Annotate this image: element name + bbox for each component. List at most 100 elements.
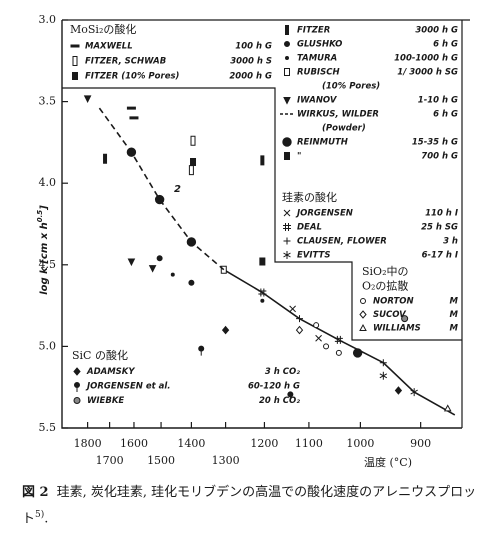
data-point <box>126 106 136 110</box>
legend-name: JORGENSEN <box>295 209 353 219</box>
series-line <box>98 107 225 271</box>
caption-text: 珪素, 炭化珪素, 珪化モリブデンの高温での酸化速度のアレニウスプロット <box>22 485 477 527</box>
data-point <box>188 279 195 286</box>
legend-marker <box>283 41 291 47</box>
legend-name: FITZER <box>297 26 330 36</box>
data-point <box>221 325 230 335</box>
legend-title: O₂の拡散 <box>362 279 408 293</box>
data-point <box>313 322 320 329</box>
legend-marker <box>283 223 291 231</box>
data-point <box>186 237 197 247</box>
legend-conditions: 3000 h S <box>230 57 272 67</box>
y-tick-label: 5.0 <box>39 339 57 352</box>
legend-marker <box>283 97 291 105</box>
y-axis-label: log k [cm x h0.5] <box>36 205 50 295</box>
legend-conditions: 25 h SG <box>421 223 458 233</box>
x-tick-label: 1200 <box>250 437 278 450</box>
y-label-sup: 0.5 <box>36 210 44 223</box>
legend-conditions: 100 h G <box>235 42 272 52</box>
data-point <box>315 334 322 342</box>
legend-marker <box>285 25 289 35</box>
legend-conditions: 6 h G <box>433 110 458 120</box>
legend-conditions: M <box>450 310 459 320</box>
legend-title: SiC の酸化 <box>72 348 128 362</box>
caption-ref: 5) <box>35 510 45 520</box>
legend-title: MoSi₂の酸化 <box>70 22 136 36</box>
y-tick-label: 4.5 <box>39 258 57 271</box>
legend-conditions: M <box>450 297 459 307</box>
legend-marker <box>359 310 367 319</box>
legend-marker <box>282 137 292 147</box>
legend-marker <box>359 298 367 304</box>
data-point <box>394 386 403 395</box>
data-point <box>295 325 304 335</box>
legend-conditions: 60-120 h G <box>248 382 300 392</box>
legend-name: DEAL <box>297 223 322 233</box>
x-axis-label: 温度 (°C) <box>364 455 412 469</box>
caption-end: . <box>44 511 49 527</box>
legend-name: " <box>297 152 301 162</box>
data-point <box>289 305 296 313</box>
data-point <box>83 95 92 103</box>
data-point <box>129 116 139 120</box>
data-point <box>126 147 137 157</box>
legend-marker <box>283 237 291 245</box>
legend-name: MAXWELL <box>85 42 133 52</box>
x-tick-label: 1000 <box>346 437 374 450</box>
data-point <box>148 265 157 273</box>
legend-marker <box>283 209 291 217</box>
y-tick-label: 3.5 <box>39 95 57 108</box>
legend-title: SiO₂中の <box>362 265 408 278</box>
legend-marker <box>72 72 78 80</box>
legend-name: WIRKUS, WILDER <box>297 110 379 120</box>
data-point <box>260 298 265 303</box>
legend-conditions: 1/ 3000 h SG <box>397 68 458 78</box>
legend-name: GLUSHKO <box>297 40 342 50</box>
legend-conditions: 3000 h G <box>415 26 458 36</box>
legend-name: EVITTS <box>297 251 330 261</box>
data-point <box>188 165 194 176</box>
legend-name: WILLIAMS <box>373 324 421 334</box>
data-point <box>296 315 304 323</box>
x-tick-label: 1100 <box>295 437 323 450</box>
data-point <box>335 349 342 356</box>
legend-name: TAMURA <box>297 54 337 64</box>
legend-conditions: 2000 h G <box>229 72 272 82</box>
legend-conditions: 20 h CO₂ <box>259 396 300 406</box>
legend-name: IWANOV <box>297 96 338 106</box>
legend-name: SUCOV <box>373 310 407 320</box>
data-point <box>156 255 163 262</box>
data-point <box>190 135 196 146</box>
legend-marker <box>70 44 80 48</box>
x-tick-label: 1800 <box>74 437 102 450</box>
legend-name: FITZER, SCHWAB <box>85 57 166 67</box>
legend-note: (10% Pores) <box>322 82 380 92</box>
y-label-main: log k [cm x h <box>39 222 50 295</box>
legend-name: REINMUTH <box>297 138 348 148</box>
legend-name: JORGENSEN et al. <box>85 382 171 392</box>
caption-label: 図 2 <box>22 485 49 500</box>
legend-name: NORTON <box>373 297 414 307</box>
legend-conditions: 6 h G <box>433 40 458 50</box>
data-point <box>379 371 388 380</box>
data-point <box>260 155 265 166</box>
data-point <box>443 404 452 412</box>
annotation: 2 <box>174 184 181 195</box>
data-point <box>127 258 136 267</box>
legend-conditions: 110 h I <box>425 209 458 219</box>
legend-conditions: 3 h CO₂ <box>265 367 300 377</box>
legend-conditions: 6-17 h I <box>422 251 458 261</box>
y-tick-label: 5.5 <box>39 421 57 434</box>
y-tick-label: 3.0 <box>39 13 57 26</box>
x-tick-label: 1400 <box>177 437 205 450</box>
data-point <box>259 257 266 266</box>
legend-conditions: 700 h G <box>421 152 458 162</box>
legend-marker <box>283 251 291 259</box>
x-tick-label: 900 <box>410 437 431 450</box>
legend-name: ADAMSKY <box>86 367 135 377</box>
legend-marker <box>73 367 81 376</box>
legend-title: 珪素の酸化 <box>282 190 337 204</box>
legend-marker <box>284 56 290 60</box>
legend-name: FITZER (10% Pores) <box>85 72 180 82</box>
